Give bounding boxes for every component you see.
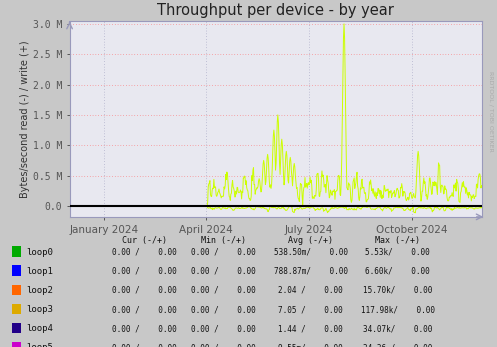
- Text: loop2: loop2: [26, 286, 53, 295]
- Text: 0.00 /    0.00: 0.00 / 0.00: [191, 286, 256, 295]
- Text: 0.00 /    0.00: 0.00 / 0.00: [112, 248, 176, 257]
- Text: 15.70k/    0.00: 15.70k/ 0.00: [363, 286, 432, 295]
- Text: 2.04 /    0.00: 2.04 / 0.00: [278, 286, 343, 295]
- Text: loop1: loop1: [26, 267, 53, 276]
- Text: 117.98k/    0.00: 117.98k/ 0.00: [361, 305, 434, 314]
- Text: loop5: loop5: [26, 343, 53, 347]
- Text: 0.00 /    0.00: 0.00 / 0.00: [112, 267, 176, 276]
- Text: 0.00 /    0.00: 0.00 / 0.00: [112, 286, 176, 295]
- Text: 0.00 /    0.00: 0.00 / 0.00: [191, 305, 256, 314]
- Text: Avg (-/+): Avg (-/+): [288, 236, 333, 245]
- Text: 0.00 /    0.00: 0.00 / 0.00: [191, 324, 256, 333]
- Text: 34.07k/    0.00: 34.07k/ 0.00: [363, 324, 432, 333]
- Text: 5.53k/    0.00: 5.53k/ 0.00: [365, 248, 430, 257]
- Text: 0.00 /    0.00: 0.00 / 0.00: [112, 343, 176, 347]
- Text: loop4: loop4: [26, 324, 53, 333]
- Text: 34.36 /    0.00: 34.36 / 0.00: [363, 343, 432, 347]
- Text: Min (-/+): Min (-/+): [201, 236, 246, 245]
- Title: Throughput per device - by year: Throughput per device - by year: [158, 3, 394, 18]
- Text: Max (-/+): Max (-/+): [375, 236, 420, 245]
- Text: 6.60k/    0.00: 6.60k/ 0.00: [365, 267, 430, 276]
- Text: 0.00 /    0.00: 0.00 / 0.00: [112, 305, 176, 314]
- Text: Cur (-/+): Cur (-/+): [122, 236, 166, 245]
- Text: loop0: loop0: [26, 248, 53, 257]
- Text: 788.87m/    0.00: 788.87m/ 0.00: [274, 267, 347, 276]
- Text: loop3: loop3: [26, 305, 53, 314]
- Y-axis label: Bytes/second read (-) / write (+): Bytes/second read (-) / write (+): [20, 40, 30, 198]
- Text: 1.44 /    0.00: 1.44 / 0.00: [278, 324, 343, 333]
- Text: RRDTOOL / TOBI OETIKER: RRDTOOL / TOBI OETIKER: [488, 71, 493, 151]
- Text: 0.00 /    0.00: 0.00 / 0.00: [112, 324, 176, 333]
- Text: 0.00 /    0.00: 0.00 / 0.00: [191, 248, 256, 257]
- Text: 0.00 /    0.00: 0.00 / 0.00: [191, 343, 256, 347]
- Text: 538.50m/    0.00: 538.50m/ 0.00: [274, 248, 347, 257]
- Text: 7.05 /    0.00: 7.05 / 0.00: [278, 305, 343, 314]
- Text: 0.00 /    0.00: 0.00 / 0.00: [191, 267, 256, 276]
- Text: 9.55m/    0.00: 9.55m/ 0.00: [278, 343, 343, 347]
